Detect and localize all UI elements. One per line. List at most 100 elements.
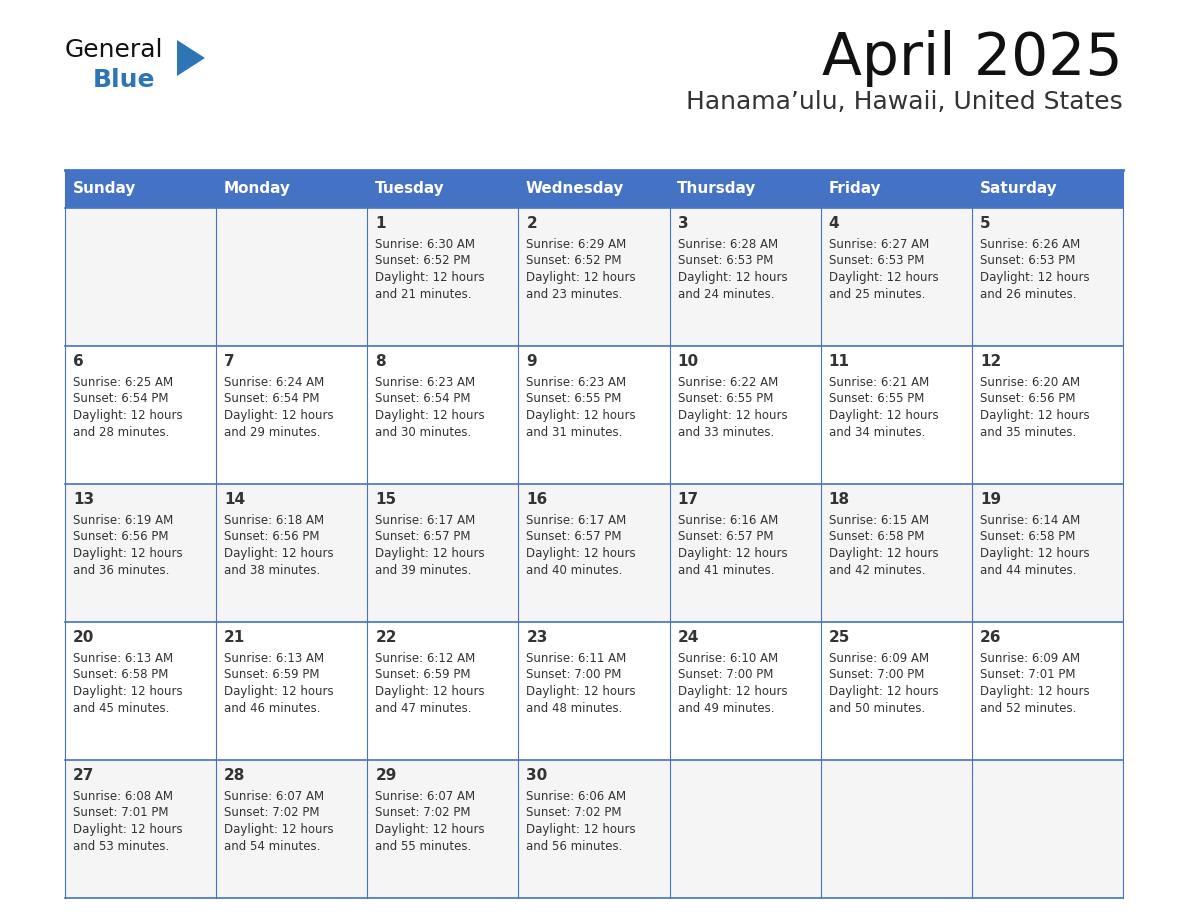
Bar xyxy=(518,622,670,760)
Text: Daylight: 12 hours: Daylight: 12 hours xyxy=(980,409,1089,422)
Text: and 29 minutes.: and 29 minutes. xyxy=(225,426,321,439)
Text: Sunset: 6:58 PM: Sunset: 6:58 PM xyxy=(829,531,924,543)
Bar xyxy=(670,760,821,898)
Text: Sunset: 6:57 PM: Sunset: 6:57 PM xyxy=(375,531,470,543)
Text: Daylight: 12 hours: Daylight: 12 hours xyxy=(375,547,485,560)
Text: 21: 21 xyxy=(225,630,246,645)
Text: Sunrise: 6:20 AM: Sunrise: 6:20 AM xyxy=(980,376,1080,389)
Bar xyxy=(367,760,518,898)
Text: Daylight: 12 hours: Daylight: 12 hours xyxy=(526,409,636,422)
Text: and 33 minutes.: and 33 minutes. xyxy=(677,426,773,439)
Text: Monday: Monday xyxy=(223,182,291,196)
Bar xyxy=(367,208,518,346)
Text: Sunset: 7:02 PM: Sunset: 7:02 PM xyxy=(526,807,623,820)
Text: 1: 1 xyxy=(375,216,386,231)
Text: 8: 8 xyxy=(375,354,386,369)
Text: Sunrise: 6:17 AM: Sunrise: 6:17 AM xyxy=(375,514,475,527)
Text: Sunset: 6:52 PM: Sunset: 6:52 PM xyxy=(526,254,623,267)
Text: Daylight: 12 hours: Daylight: 12 hours xyxy=(72,409,183,422)
Text: and 52 minutes.: and 52 minutes. xyxy=(980,701,1076,714)
Text: Sunset: 6:59 PM: Sunset: 6:59 PM xyxy=(375,668,470,681)
Text: Sunset: 6:52 PM: Sunset: 6:52 PM xyxy=(375,254,470,267)
Text: 28: 28 xyxy=(225,768,246,783)
Text: Wednesday: Wednesday xyxy=(526,182,625,196)
Text: Daylight: 12 hours: Daylight: 12 hours xyxy=(72,547,183,560)
Text: 20: 20 xyxy=(72,630,94,645)
Text: 22: 22 xyxy=(375,630,397,645)
Bar xyxy=(367,346,518,484)
Bar xyxy=(216,170,367,208)
Text: 6: 6 xyxy=(72,354,83,369)
Text: Sunrise: 6:07 AM: Sunrise: 6:07 AM xyxy=(225,790,324,803)
Text: and 25 minutes.: and 25 minutes. xyxy=(829,287,925,300)
Bar xyxy=(670,170,821,208)
Bar xyxy=(670,346,821,484)
Text: Daylight: 12 hours: Daylight: 12 hours xyxy=(375,823,485,836)
Bar xyxy=(670,622,821,760)
Bar xyxy=(821,170,972,208)
Text: Sunrise: 6:23 AM: Sunrise: 6:23 AM xyxy=(375,376,475,389)
Text: Sunrise: 6:22 AM: Sunrise: 6:22 AM xyxy=(677,376,778,389)
Text: Sunset: 6:56 PM: Sunset: 6:56 PM xyxy=(72,531,169,543)
Text: Sunset: 6:53 PM: Sunset: 6:53 PM xyxy=(829,254,924,267)
Text: and 49 minutes.: and 49 minutes. xyxy=(677,701,775,714)
Text: 9: 9 xyxy=(526,354,537,369)
Text: Daylight: 12 hours: Daylight: 12 hours xyxy=(375,409,485,422)
Text: 4: 4 xyxy=(829,216,840,231)
Text: 27: 27 xyxy=(72,768,94,783)
Text: Daylight: 12 hours: Daylight: 12 hours xyxy=(225,409,334,422)
Text: Daylight: 12 hours: Daylight: 12 hours xyxy=(526,271,636,284)
Text: Daylight: 12 hours: Daylight: 12 hours xyxy=(829,547,939,560)
Text: Sunrise: 6:26 AM: Sunrise: 6:26 AM xyxy=(980,238,1080,251)
Text: and 48 minutes.: and 48 minutes. xyxy=(526,701,623,714)
Text: and 24 minutes.: and 24 minutes. xyxy=(677,287,775,300)
Bar xyxy=(65,208,216,346)
Text: and 47 minutes.: and 47 minutes. xyxy=(375,701,472,714)
Text: Sunset: 6:55 PM: Sunset: 6:55 PM xyxy=(526,393,621,406)
Text: Daylight: 12 hours: Daylight: 12 hours xyxy=(980,685,1089,698)
Text: and 28 minutes.: and 28 minutes. xyxy=(72,426,170,439)
Text: Sunset: 6:53 PM: Sunset: 6:53 PM xyxy=(980,254,1075,267)
Text: 10: 10 xyxy=(677,354,699,369)
Bar xyxy=(216,760,367,898)
Text: Sunset: 6:54 PM: Sunset: 6:54 PM xyxy=(375,393,470,406)
Text: Sunset: 7:02 PM: Sunset: 7:02 PM xyxy=(375,807,470,820)
Bar xyxy=(216,346,367,484)
Text: Thursday: Thursday xyxy=(677,182,757,196)
Text: 7: 7 xyxy=(225,354,235,369)
Text: and 26 minutes.: and 26 minutes. xyxy=(980,287,1076,300)
Text: 17: 17 xyxy=(677,492,699,507)
Text: and 56 minutes.: and 56 minutes. xyxy=(526,839,623,853)
Text: Sunset: 6:53 PM: Sunset: 6:53 PM xyxy=(677,254,773,267)
Text: Sunrise: 6:13 AM: Sunrise: 6:13 AM xyxy=(225,652,324,665)
Text: April 2025: April 2025 xyxy=(822,30,1123,87)
Polygon shape xyxy=(177,40,206,76)
Bar xyxy=(972,484,1123,622)
Text: and 36 minutes.: and 36 minutes. xyxy=(72,564,170,577)
Text: and 38 minutes.: and 38 minutes. xyxy=(225,564,321,577)
Bar xyxy=(65,484,216,622)
Text: Sunrise: 6:11 AM: Sunrise: 6:11 AM xyxy=(526,652,627,665)
Text: Sunset: 6:56 PM: Sunset: 6:56 PM xyxy=(980,393,1075,406)
Bar xyxy=(821,760,972,898)
Text: Sunset: 6:54 PM: Sunset: 6:54 PM xyxy=(72,393,169,406)
Text: 16: 16 xyxy=(526,492,548,507)
Text: and 55 minutes.: and 55 minutes. xyxy=(375,839,472,853)
Bar xyxy=(821,622,972,760)
Text: Sunrise: 6:28 AM: Sunrise: 6:28 AM xyxy=(677,238,778,251)
Text: Daylight: 12 hours: Daylight: 12 hours xyxy=(677,685,788,698)
Bar xyxy=(518,170,670,208)
Text: and 34 minutes.: and 34 minutes. xyxy=(829,426,925,439)
Text: Sunrise: 6:07 AM: Sunrise: 6:07 AM xyxy=(375,790,475,803)
Bar xyxy=(670,208,821,346)
Text: Daylight: 12 hours: Daylight: 12 hours xyxy=(526,547,636,560)
Text: 12: 12 xyxy=(980,354,1001,369)
Text: and 46 minutes.: and 46 minutes. xyxy=(225,701,321,714)
Text: Daylight: 12 hours: Daylight: 12 hours xyxy=(375,271,485,284)
Text: Sunrise: 6:09 AM: Sunrise: 6:09 AM xyxy=(829,652,929,665)
Text: Sunset: 6:57 PM: Sunset: 6:57 PM xyxy=(526,531,623,543)
Bar xyxy=(518,346,670,484)
Text: Daylight: 12 hours: Daylight: 12 hours xyxy=(980,271,1089,284)
Bar xyxy=(65,346,216,484)
Text: and 39 minutes.: and 39 minutes. xyxy=(375,564,472,577)
